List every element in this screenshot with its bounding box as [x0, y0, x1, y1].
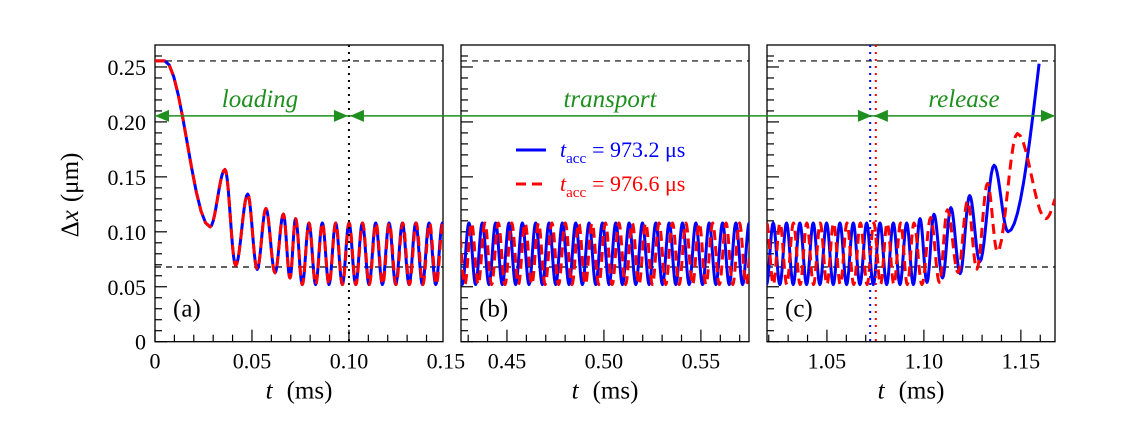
x-tick-label: 0.45: [488, 349, 527, 374]
panel-frame: [460, 44, 750, 343]
panel-label: (a): [173, 296, 201, 323]
arrowhead-icon: [349, 109, 364, 122]
x-tick-label: 1.15: [1002, 349, 1041, 374]
legend-label-red: tacc = 976.6 μs: [560, 171, 685, 201]
arrowhead-icon: [873, 109, 888, 122]
x-tick-label: 0.15: [427, 349, 466, 374]
series-line-blue-panel-b: [461, 221, 749, 287]
x-tick-label: 1.10: [905, 349, 944, 374]
x-axis-unit: (ms): [899, 378, 945, 405]
series-line-blue-panel-c: [767, 63, 1041, 287]
phase-label-transport: transport: [563, 86, 657, 113]
y-tick-label: 0.25: [108, 55, 147, 80]
x-tick-label: 0.50: [585, 349, 624, 374]
y-tick-label: 0.20: [108, 110, 147, 135]
x-axis-label: t (ms): [572, 378, 639, 405]
x-axis-var: t: [572, 378, 580, 405]
x-axis-label: t (ms): [878, 378, 945, 405]
panel-frame: [766, 44, 1056, 343]
arrowhead-icon: [1041, 109, 1055, 122]
panel-label: (c): [785, 296, 813, 323]
series-line-red-panel-b: [461, 221, 749, 287]
arrowhead-icon: [333, 109, 348, 122]
x-tick-label: 0.10: [330, 349, 369, 374]
series-line-red-panel-a: [155, 59, 443, 287]
x-axis-unit: (ms): [287, 378, 333, 405]
y-tick-label: 0.10: [108, 220, 147, 245]
legend-label-blue: tacc = 973.2 μs: [560, 137, 685, 167]
panel-label: (b): [479, 296, 508, 323]
phase-label-loading: loading: [222, 86, 298, 113]
x-tick-label: 0.55: [682, 349, 721, 374]
x-tick-label: 0: [150, 349, 161, 374]
x-axis-unit: (ms): [593, 378, 639, 405]
y-tick-label: 0.15: [108, 165, 147, 190]
arrowhead-icon: [155, 109, 169, 122]
arrowhead-icon: [857, 109, 872, 122]
panel-frame: [154, 44, 444, 343]
x-tick-label: 1.05: [808, 349, 847, 374]
x-tick-label: 0.05: [233, 349, 272, 374]
legend: tacc = 973.2 μs tacc = 976.6 μs: [516, 137, 685, 201]
y-tick-label: 0.05: [108, 275, 147, 300]
y-axis-label: Δx(μm): [57, 153, 84, 238]
x-axis-var: t: [266, 378, 274, 405]
y-tick-label: 0: [135, 330, 146, 355]
x-axis-label: t (ms): [266, 378, 333, 405]
x-axis-var: t: [878, 378, 886, 405]
phase-label-release: release: [928, 86, 999, 113]
